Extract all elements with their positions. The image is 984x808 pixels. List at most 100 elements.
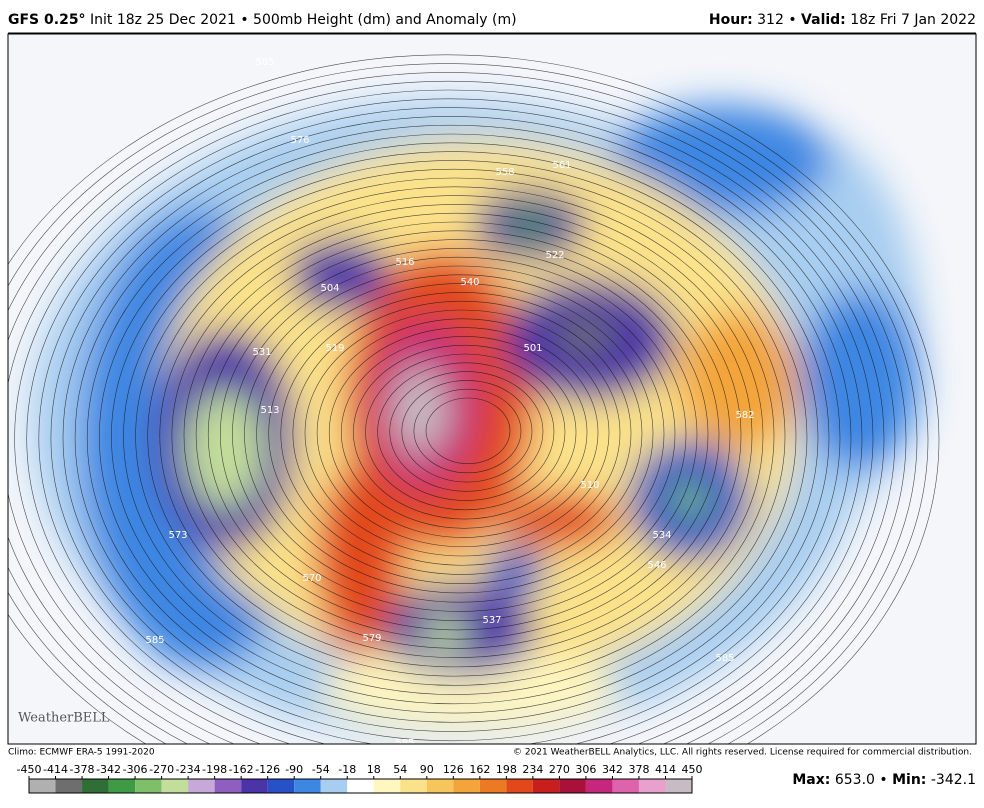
contour-label: 501 [523, 343, 542, 354]
contour [304, 309, 621, 557]
colorbar-segment [347, 779, 374, 793]
colorbar-segment [294, 779, 321, 793]
contour [147, 195, 764, 677]
contour-label: 519 [325, 343, 344, 354]
colorbar-tick-label: 342 [602, 763, 623, 776]
colorbar-tick-label: -234 [176, 763, 201, 776]
colorbar-tick-label: 198 [496, 763, 517, 776]
colorbar-tick-label: 450 [682, 763, 703, 776]
contour [14, 98, 885, 744]
contour [268, 283, 654, 585]
contour [74, 142, 830, 732]
contour-label: 534 [652, 530, 671, 541]
contour [62, 133, 841, 742]
contour [413, 388, 522, 474]
contour [8, 72, 918, 744]
colorbar-tick-label: -306 [123, 763, 148, 776]
climo-note: Climo: ECMWF ERA-5 1991-2020 [8, 748, 155, 758]
contour [232, 256, 687, 612]
contour [292, 300, 632, 566]
colorbar-tick-label: -18 [338, 763, 356, 776]
contour [340, 336, 588, 529]
colorbar-tick-label: 306 [575, 763, 596, 776]
contour [425, 397, 511, 464]
min-label: Min: [892, 772, 926, 788]
contour-label: 531 [252, 347, 271, 358]
contour [50, 124, 852, 744]
copyright: © 2021 WeatherBELL Analytics, LLC. All r… [513, 748, 972, 758]
max-label: Max: [792, 772, 830, 788]
colorbar-tick-label: -162 [229, 763, 254, 776]
colorbar-tick-label: -270 [149, 763, 174, 776]
colorbar-segment [559, 779, 586, 793]
contour-label: 510 [580, 480, 599, 491]
header-title: GFS 0.25° Init 18z 25 Dec 2021 • 500mb H… [8, 12, 517, 28]
contour-label: 579 [362, 633, 381, 644]
contour-label: 558 [495, 167, 514, 178]
contour-label: 576 [290, 135, 309, 146]
contour-label: 585 [395, 738, 414, 749]
model: GFS 0.25° [8, 12, 86, 28]
colorbar-tick-label: -54 [312, 763, 330, 776]
colorbar-tick-label: -198 [202, 763, 227, 776]
contour-label: 585 [715, 653, 734, 664]
colorbar-segment [426, 779, 454, 793]
contour-label: 513 [260, 405, 279, 416]
colorbar-segment [400, 779, 427, 793]
map-frame [7, 33, 977, 745]
colorbar-segment [267, 779, 295, 793]
contour [8, 89, 896, 744]
contour-label: 540 [460, 277, 479, 288]
colorbar-segment [479, 779, 507, 793]
colorbar-tick-label: -126 [255, 763, 280, 776]
colorbar-tick-label: -342 [96, 763, 121, 776]
height-contours [8, 54, 940, 744]
contour [123, 177, 786, 695]
colorbar: -450 -414 -378 -342 -306 -270 -234 -198 -162 -126… [17, 763, 703, 794]
colorbar-segment [188, 779, 215, 793]
colorbar-segment [161, 779, 189, 793]
colorbar-segment [532, 779, 560, 793]
contour [159, 204, 753, 668]
hour-label: Hour: [709, 12, 753, 28]
colorbar-segment [373, 779, 401, 793]
contour [256, 274, 665, 594]
colorbar-tick-label: 126 [443, 763, 464, 776]
contour [389, 371, 544, 492]
colorbar-tick-label: 270 [549, 763, 570, 776]
contour-label: 585 [145, 635, 164, 646]
contour [377, 362, 555, 501]
colorbar-tick-label: -450 [17, 763, 42, 776]
hour: 312 [757, 12, 784, 28]
contour [353, 344, 577, 520]
colorbar-tick-label: 378 [628, 763, 649, 776]
contour [316, 318, 610, 548]
min: -342.1 [931, 772, 976, 788]
max-min: Max: 653.0 • Min: -342.1 [792, 772, 976, 788]
contour-label: 522 [545, 250, 564, 261]
contour [38, 116, 863, 744]
colorbar-tick-label: 234 [522, 763, 543, 776]
contour-label: 585 [255, 57, 274, 68]
contour-label: 546 [647, 560, 666, 571]
colorbar-tick-label: -90 [285, 763, 303, 776]
contour [171, 212, 742, 658]
colorbar-segment [108, 779, 136, 793]
colorbar-tick-label: 90 [420, 763, 434, 776]
colorbar-tick-label: 54 [393, 763, 407, 776]
colorbar-tick-label: 414 [655, 763, 676, 776]
contour [401, 380, 533, 483]
contour [244, 265, 676, 603]
colorbar-segment [29, 779, 56, 793]
separator: • [788, 12, 796, 28]
colorbar-segment [612, 779, 639, 793]
contour-label: 573 [168, 530, 187, 541]
contour-label: 516 [395, 257, 414, 268]
colorbar-segment [506, 779, 533, 793]
logo: WeatherBELL [18, 711, 110, 726]
contour [8, 81, 907, 744]
max: 653.0 [835, 772, 875, 788]
colorbar-segment [585, 779, 613, 793]
contour-label: 582 [735, 410, 754, 421]
